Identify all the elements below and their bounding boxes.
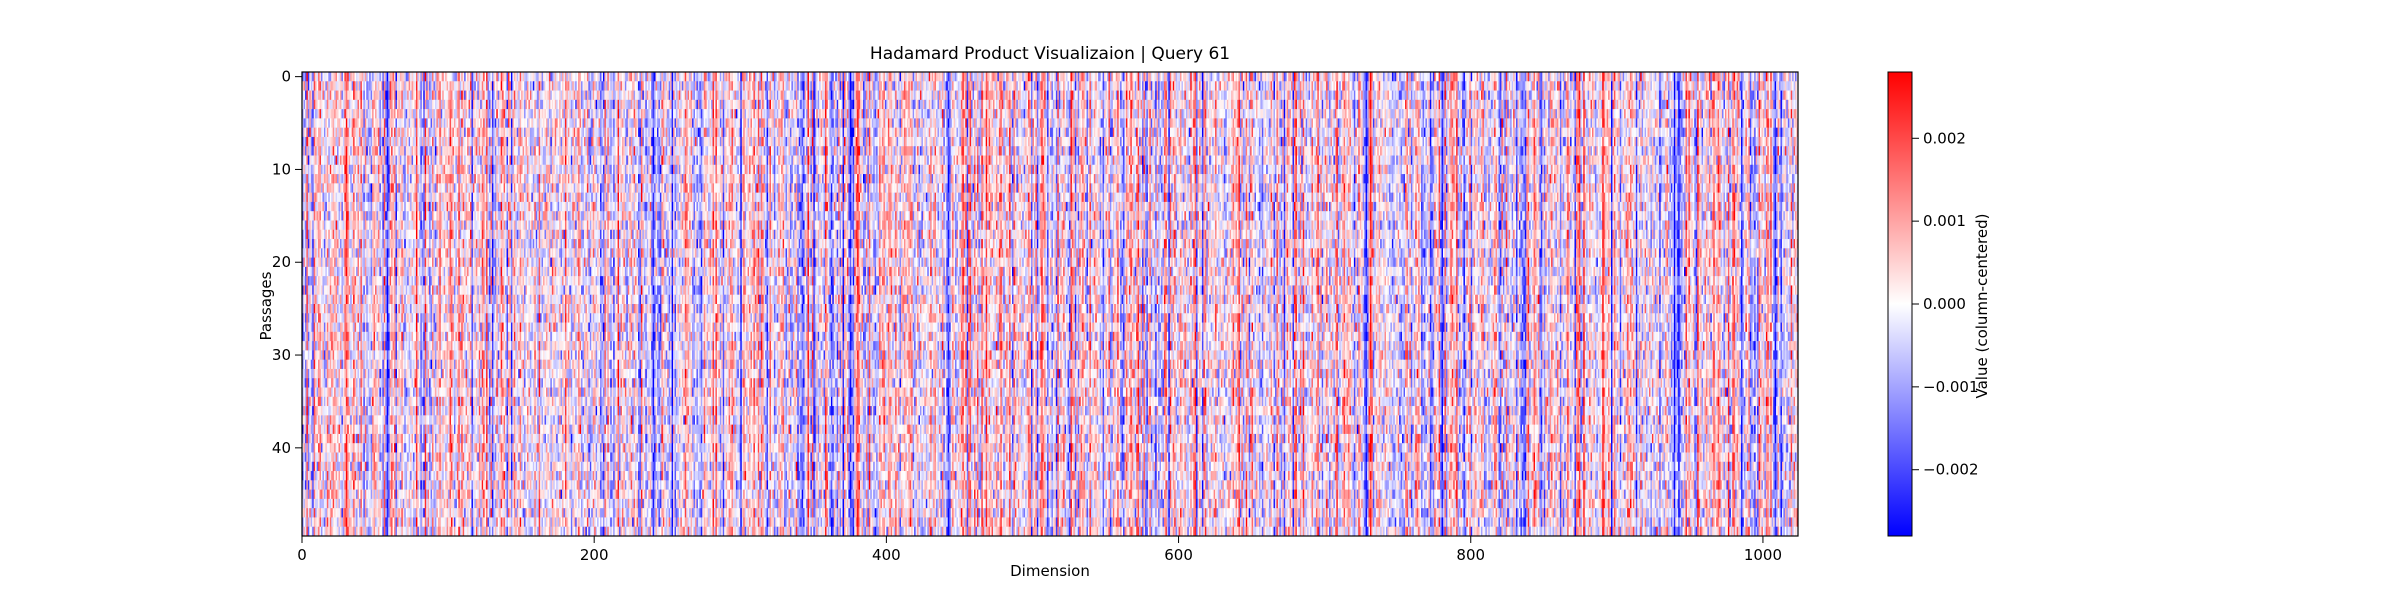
colorbar-label: Value (column-centered) <box>1973 214 1991 399</box>
chart-title: Hadamard Product Visualizaion | Query 61 <box>302 44 1798 64</box>
x-axis-label: Dimension <box>302 562 1798 580</box>
y-tick-label: 40 <box>272 439 291 457</box>
y-axis-label: Passages <box>257 272 275 341</box>
colorbar-tick-label: 0.002 <box>1923 129 1966 147</box>
plot-area: 0 200 400 600 800 1000 0 10 20 30 40 <box>272 68 1799 564</box>
y-tick-label: 10 <box>272 160 291 178</box>
colorbar-tick-label: −0.002 <box>1923 461 1979 479</box>
colorbar: −0.002 −0.001 0.000 0.001 0.002 <box>1887 71 1979 537</box>
colorbar-tick-label: 0.000 <box>1923 295 1966 313</box>
y-tick-label: 0 <box>281 68 291 86</box>
colorbar-tick-label: 0.001 <box>1923 212 1966 230</box>
colorbar-svg: −0.002 −0.001 0.000 0.001 0.002 <box>1887 71 1979 537</box>
colorbar-gradient <box>1887 71 1913 537</box>
y-tick-label: 30 <box>272 346 291 364</box>
colorbar-tick-label: −0.001 <box>1923 378 1979 396</box>
y-tick-label: 20 <box>272 253 291 271</box>
